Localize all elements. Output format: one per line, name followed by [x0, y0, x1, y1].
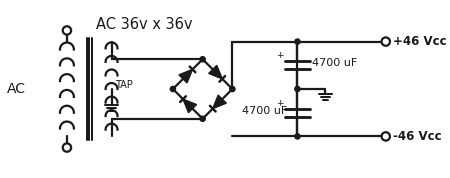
Circle shape	[170, 86, 176, 92]
Text: -46 Vcc: -46 Vcc	[393, 130, 442, 143]
Text: +: +	[276, 99, 284, 108]
Circle shape	[63, 143, 71, 152]
Text: +: +	[276, 51, 284, 60]
Circle shape	[295, 39, 300, 44]
Circle shape	[295, 86, 300, 92]
Polygon shape	[209, 65, 222, 79]
Text: 4700 uF: 4700 uF	[242, 106, 287, 116]
Circle shape	[382, 37, 390, 46]
Circle shape	[200, 116, 205, 121]
Polygon shape	[183, 99, 197, 113]
Text: 4700 uF: 4700 uF	[312, 57, 358, 67]
Circle shape	[230, 86, 235, 92]
Text: TAP: TAP	[115, 80, 133, 90]
Text: AC: AC	[7, 82, 26, 96]
Polygon shape	[213, 95, 226, 109]
Text: AC 36v x 36v: AC 36v x 36v	[96, 17, 192, 32]
Text: +46 Vcc: +46 Vcc	[393, 35, 447, 48]
Polygon shape	[179, 69, 193, 83]
Circle shape	[63, 26, 71, 35]
Circle shape	[382, 132, 390, 141]
Circle shape	[200, 57, 205, 62]
Circle shape	[295, 134, 300, 139]
